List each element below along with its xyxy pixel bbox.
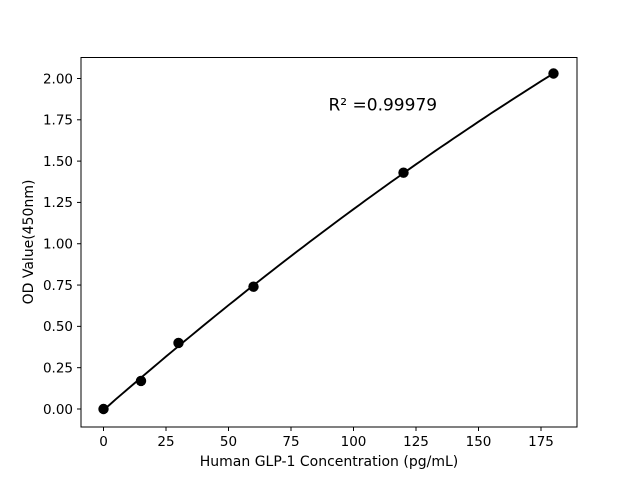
y-axis-label: OD Value(450nm) — [21, 180, 37, 305]
x-tick-label: 125 — [403, 434, 429, 450]
y-tick-label: 0.25 — [43, 360, 73, 376]
x-tick-label: 25 — [157, 434, 174, 450]
x-axis-label: Human GLP-1 Concentration (pg/mL) — [200, 454, 458, 470]
y-tick-label: 0.75 — [43, 278, 73, 294]
x-tick-label: 150 — [466, 434, 492, 450]
fit-curve-line — [102, 72, 555, 411]
data-point — [98, 403, 109, 415]
y-tick-label: 0.50 — [43, 319, 73, 335]
y-tick-label: 2.00 — [43, 71, 73, 87]
y-axis-ticks: 0.00 0.25 0.50 0.75 1.00 1.25 1.50 1.75 2.00 — [43, 71, 81, 418]
y-tick-label: 1.50 — [43, 154, 73, 170]
plot-area — [80, 57, 578, 428]
y-tick-label: 1.75 — [43, 113, 73, 129]
y-tick-label: 1.00 — [43, 237, 73, 253]
x-tick-label: 75 — [282, 434, 299, 450]
data-point — [248, 281, 259, 292]
y-tick-label: 0.00 — [43, 402, 73, 418]
x-tick-label: 175 — [528, 434, 554, 450]
data-point — [548, 68, 559, 79]
x-tick-label: 100 — [341, 434, 367, 450]
data-points — [98, 68, 559, 415]
r-squared-annotation: R² =0.99979 — [329, 96, 438, 116]
x-tick-label: 50 — [220, 434, 237, 450]
data-point — [135, 375, 147, 387]
y-tick-label: 1.25 — [43, 195, 73, 211]
x-tick-label: 0 — [99, 434, 108, 450]
x-axis-ticks: 0 25 50 75 100 125 150 175 — [99, 427, 554, 450]
data-point — [173, 337, 184, 349]
data-point — [398, 167, 409, 178]
